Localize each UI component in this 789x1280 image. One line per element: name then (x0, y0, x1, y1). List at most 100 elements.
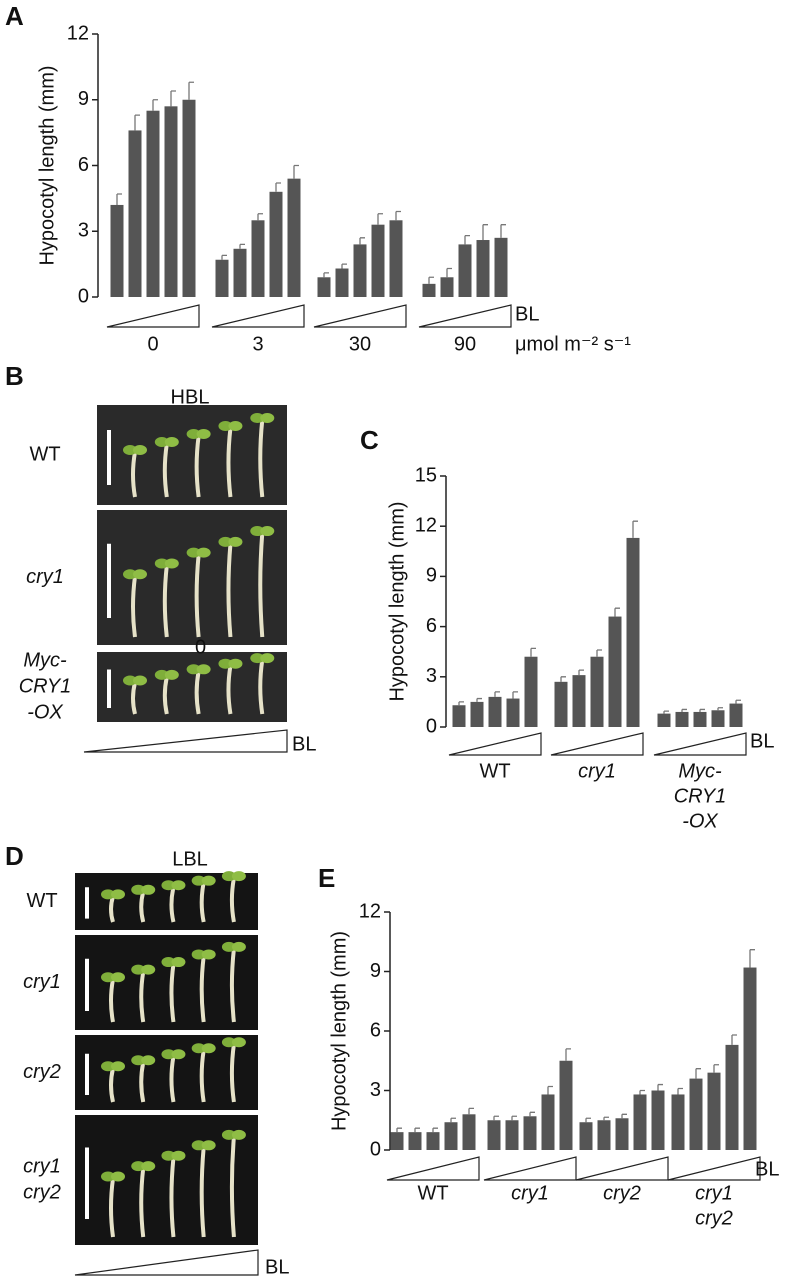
bar (182, 99, 196, 297)
seedling-leaf (101, 889, 115, 900)
ramp-label: BL (265, 1256, 289, 1278)
y-tick-label: 12 (67, 22, 89, 44)
y-tick-label: 15 (415, 464, 437, 486)
bar (707, 1072, 721, 1150)
seedling-stem (162, 676, 169, 715)
seedling-stem (109, 1178, 115, 1238)
bar (597, 1120, 611, 1150)
group-label: Myc- (678, 760, 722, 782)
row-label: cry2 (23, 1061, 61, 1083)
seedling-leaf (260, 413, 275, 423)
group-label: 3 (252, 333, 263, 355)
y-tick-label: 12 (415, 514, 437, 536)
bar (215, 259, 229, 297)
error-bar (614, 607, 620, 617)
seedling-leaf (161, 1150, 176, 1161)
error-bar (681, 708, 687, 712)
seedling-leaf (133, 445, 147, 455)
seedling-leaf (161, 1049, 176, 1060)
y-axis-title: Hypocotyl length (mm) (328, 931, 350, 1131)
seedling-stem (109, 978, 115, 1023)
seedling-leaf (133, 569, 147, 580)
group-label: cry2 (603, 1182, 641, 1204)
photo-title: LBL (172, 848, 208, 870)
bar (494, 237, 508, 297)
error-bar (482, 224, 488, 241)
seedling-leaf (123, 569, 137, 580)
error-bar (603, 1116, 609, 1121)
seedling-leaf (101, 972, 115, 983)
group-label: CRY1 (674, 785, 727, 807)
seedling-stem (199, 1147, 206, 1238)
error-bar (530, 647, 536, 657)
seedling-stem (199, 956, 206, 1023)
seedling-stem (169, 963, 176, 1023)
seedling-leaf (123, 445, 137, 455)
seedling-stem (131, 451, 137, 498)
panel-label: B (5, 361, 24, 391)
seedling-leaf (260, 653, 275, 664)
seedling-leaf (196, 547, 211, 558)
seedling-stem (169, 1055, 176, 1103)
seedling-leaf (111, 1171, 125, 1182)
seedling-leaf (191, 875, 206, 886)
bar (335, 268, 349, 297)
seedling-stem (109, 1067, 115, 1103)
seedling-leaf (218, 421, 233, 431)
seedling-leaf (111, 972, 125, 983)
seedling-leaf (164, 437, 179, 447)
seedling-leaf (161, 880, 176, 891)
error-bar (547, 1085, 553, 1095)
error-bar (493, 1115, 499, 1121)
seedling-leaf (191, 1140, 206, 1151)
seedling-stem (131, 682, 137, 715)
seedling-leaf (171, 957, 186, 968)
y-tick-label: 0 (426, 715, 437, 737)
seedling-stem (229, 948, 236, 1023)
bar (554, 681, 568, 727)
seedling-stem (169, 886, 176, 923)
seedling-leaf (228, 536, 243, 547)
bar (671, 1094, 685, 1150)
bar (579, 1122, 593, 1150)
bar (317, 277, 331, 297)
error-bar (578, 669, 584, 676)
ramp-triangle (550, 732, 644, 756)
error-bar (396, 1127, 402, 1133)
bar (371, 224, 385, 297)
error-bar (432, 1127, 438, 1133)
error-bar (428, 276, 434, 284)
seedling-leaf (131, 1161, 146, 1172)
error-bar (323, 272, 329, 278)
row-label: cry1 (23, 1155, 61, 1177)
error-bar (476, 697, 482, 702)
error-bar (529, 1111, 535, 1117)
seedling-leaf (154, 558, 169, 569)
ramp-triangle (483, 1156, 577, 1181)
bar (524, 656, 538, 727)
seedling-stem (199, 882, 206, 923)
seedling-stem (226, 665, 233, 715)
bar (164, 106, 178, 297)
seedling-leaf (154, 437, 169, 447)
y-tick-label: 9 (370, 960, 381, 982)
row-label: WT (26, 890, 57, 912)
bar (693, 711, 707, 727)
bar (444, 1122, 458, 1150)
error-bar (458, 701, 464, 706)
error-bar (359, 237, 365, 245)
seedling-leaf (196, 429, 211, 439)
panel-label: E (318, 863, 335, 893)
bar (146, 110, 160, 297)
error-bar (257, 213, 263, 221)
group-label: 90 (454, 333, 476, 355)
seedling-stem (131, 575, 137, 638)
group-label: cry1 (695, 1182, 733, 1204)
bar (729, 703, 743, 727)
error-bar (170, 90, 176, 107)
error-bar (275, 182, 281, 192)
bar (390, 1132, 404, 1150)
row-label: cry2 (23, 1181, 61, 1203)
seedling-leaf (201, 1043, 216, 1054)
seedling-leaf (141, 884, 156, 895)
